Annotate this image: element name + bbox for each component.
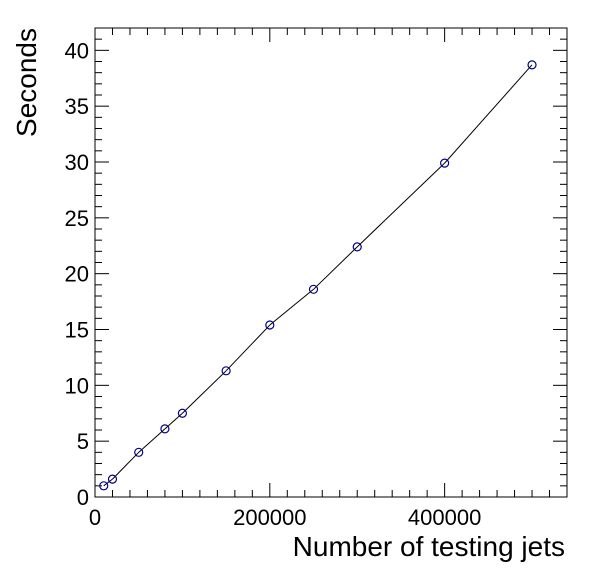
series-line-segment: [444, 64, 533, 164]
series-points: [99, 60, 537, 491]
y-tick-label: 15: [65, 318, 89, 343]
x-tick-label: 0: [89, 505, 101, 530]
data-point: [308, 284, 319, 294]
x-axis-minor-ticks: [111, 28, 568, 497]
series-line-segment: [225, 324, 271, 372]
data-point: [221, 366, 231, 376]
x-axis-title: Number of testing jets: [293, 531, 565, 562]
y-tick-label: 25: [65, 206, 89, 231]
y-tick-label: 10: [65, 373, 89, 398]
data-point: [265, 320, 275, 330]
x-axis-tick-labels: 0 200000 400000: [89, 505, 481, 530]
y-axis-ticks: [95, 49, 567, 498]
series-line-segment: [356, 162, 445, 248]
y-tick-label: 5: [77, 429, 89, 454]
series-line-segment: [182, 370, 227, 414]
data-point: [99, 481, 109, 491]
series-lines: [103, 64, 533, 487]
data-point: [107, 474, 118, 484]
y-tick-label: 30: [65, 150, 89, 175]
y-axis-minor-ticks: [95, 27, 567, 487]
data-point: [160, 424, 170, 434]
x-tick-label: 200000: [233, 505, 306, 530]
data-point: [527, 60, 537, 70]
y-tick-label: 40: [65, 38, 89, 63]
y-axis-title: Seconds: [11, 28, 42, 137]
y-tick-label: 0: [77, 485, 89, 510]
series-line-segment: [138, 428, 166, 453]
y-tick-label: 20: [65, 262, 89, 287]
series-line-segment: [112, 451, 140, 480]
series-line-segment: [103, 478, 113, 487]
data-point: [177, 408, 188, 418]
data-point: [134, 447, 144, 457]
series-line-segment: [313, 246, 358, 290]
y-axis-tick-labels: 0 5 10 15 20 25 30 35 40: [65, 38, 89, 510]
y-tick-label: 35: [65, 94, 89, 119]
x-axis-ticks: [94, 28, 446, 497]
plot-frame: [94, 27, 568, 498]
x-tick-label: 400000: [408, 505, 481, 530]
data-point: [352, 242, 362, 252]
series-line-segment: [269, 288, 314, 326]
data-point: [440, 158, 450, 168]
